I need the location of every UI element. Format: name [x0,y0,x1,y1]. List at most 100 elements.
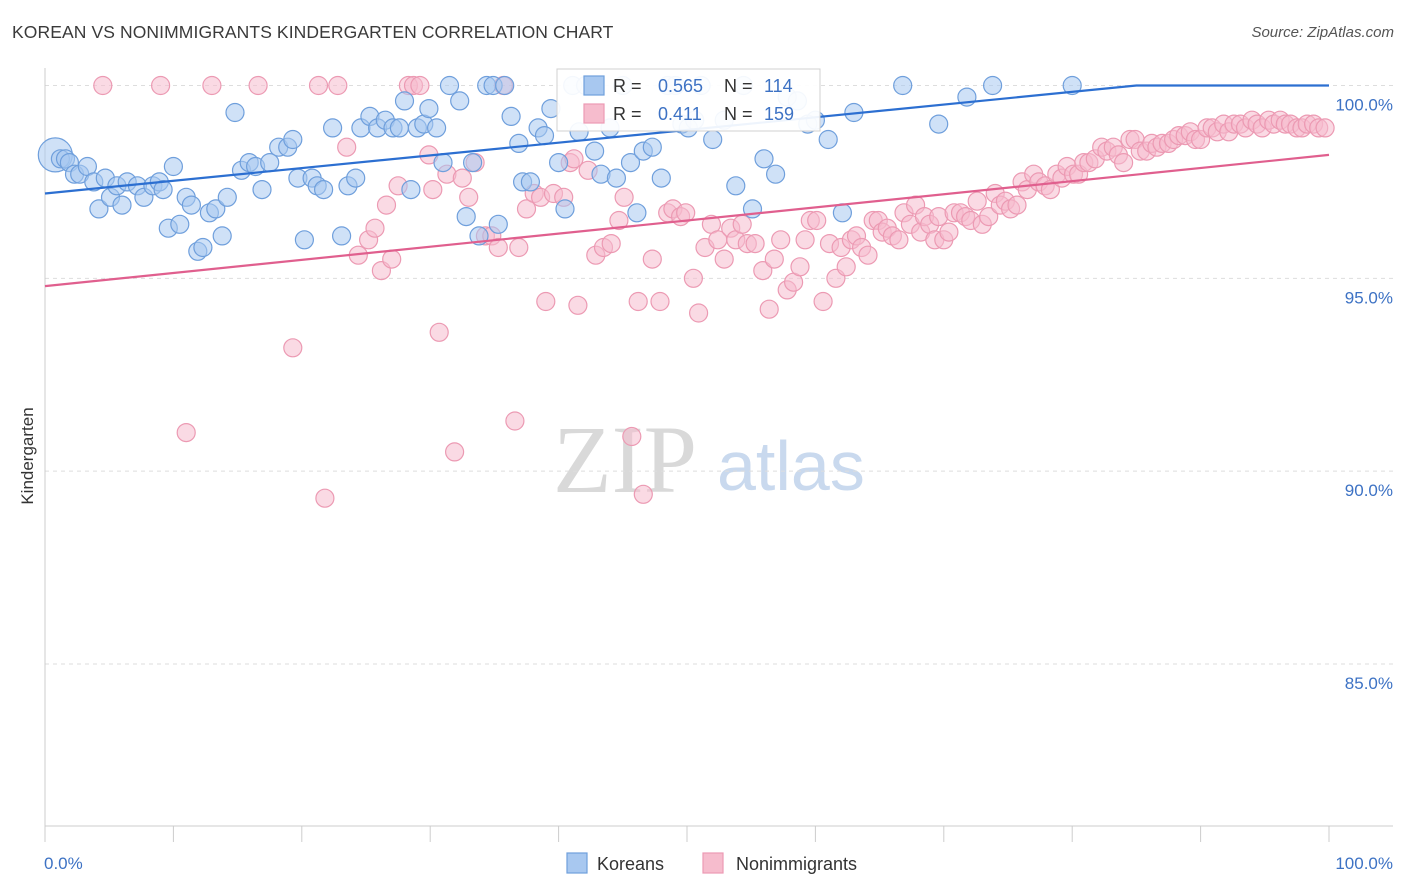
nonimmigrant-point [248,75,268,96]
korean-point [982,75,1003,96]
nonimmigrant-point [1315,118,1335,138]
nonimmigrant-point [308,75,329,96]
nonimmigrant-point [939,222,959,242]
nonimmigrant-point [753,261,773,281]
korean-point [181,195,201,215]
nonimmigrant-point [459,187,479,207]
korean-point [456,207,476,227]
nonimmigrant-point [795,230,815,250]
korean-point [332,226,352,246]
series-nonimmigrants [93,75,1335,508]
korean-point [153,180,173,200]
nonimmigrant-point [1113,153,1134,173]
x-tick-label-1: 100.0% [1335,854,1393,873]
chart-source: Source: ZipAtlas.com [1251,24,1394,41]
nonimmigrant-point [1007,195,1027,215]
nonimmigrant-point [650,291,670,312]
nonimmigrant-point [676,203,696,223]
nonimmigrant-point [979,207,999,227]
korean-point [548,153,569,173]
korean-point [832,203,853,223]
nonimmigrant-point [642,249,662,269]
korean-point [193,237,213,258]
nonimmigrant-point [688,303,709,323]
series-koreans [37,75,1082,261]
trend-line-koreans [44,84,1329,195]
korean-point [765,164,786,184]
nonimmigrant-point [315,488,335,508]
nonimmigrant-point [745,234,765,254]
korean-point [163,156,183,177]
nonimmigrant-point [889,230,909,250]
stats-koreans-n-value: 114 [764,76,793,96]
nonimmigrant-point [764,249,784,269]
nonimmigrant-point [813,291,833,312]
stats-swatch-nonimmigrants [583,103,605,124]
korean-point [217,187,237,207]
nonimmigrant-point [202,75,222,96]
nonimmigrant-point [365,218,385,238]
korean-point [212,226,232,246]
korean-point [294,230,314,250]
nonimmigrant-point [628,291,648,312]
korean-point [501,106,521,127]
y-tick-labels: 100.0% 95.0% 90.0% 85.0% [1335,95,1393,693]
nonimmigrant-point [807,210,827,231]
nonimmigrant-point [836,257,856,277]
nonimmigrant-point [410,75,430,96]
korean-point [206,199,226,219]
nonimmigrant-point [759,299,779,319]
korean-point [225,102,245,123]
nonimmigrant-point [536,291,556,312]
korean-point [726,176,746,196]
nonimmigrant-point [429,322,449,342]
nonimmigrant-point [516,199,537,219]
korean-point [314,180,334,200]
legend-label-nonimmigrants: Nonimmigrants [736,854,857,874]
korean-point [495,75,515,96]
watermark-zip: ZIP [553,406,697,513]
nonimmigrant-point [967,191,987,211]
korean-point [346,168,366,188]
korean-point [252,180,272,200]
watermark-atlas: atlas [717,427,865,505]
nonimmigrant-point [683,268,704,288]
korean-point [651,168,671,188]
korean-point [112,195,132,215]
korean-point [642,137,662,157]
korean-point [893,75,913,96]
stats-nonimmigrants-n-value: 159 [764,104,794,124]
nonimmigrant-point [423,180,443,200]
stats-nonimmigrants-r-label: R = [613,104,642,124]
korean-point [170,214,190,234]
stats-swatch-koreans [583,75,605,96]
korean-point [627,203,647,223]
nonimmigrant-point [771,230,791,250]
y-tick-label-3: 85.0% [1345,674,1393,693]
nonimmigrant-point [445,442,465,462]
korean-point [89,199,109,219]
legend-swatch-koreans [566,852,588,874]
korean-point [520,172,541,192]
korean-point [703,129,723,150]
korean-point [509,133,529,153]
axes [44,68,1393,842]
nonimmigrant-point [376,195,397,215]
legend-item-koreans[interactable]: Koreans [566,852,664,874]
nonimmigrant-point [568,295,588,315]
stats-koreans-n-label: N = [724,76,753,96]
x-tick-labels: 0.0% 100.0% [44,854,1393,873]
stats-koreans-r-value: 0.565 [658,76,703,96]
legend-item-nonimmigrants[interactable]: Nonimmigrants [702,852,857,874]
legend: Koreans Nonimmigrants [566,852,857,874]
korean-point [439,75,460,96]
nonimmigrant-point [858,245,878,265]
legend-label-koreans: Koreans [597,854,664,874]
y-tick-label-2: 90.0% [1345,481,1393,500]
korean-point [606,168,627,188]
nonimmigrant-point [328,75,348,96]
stats-nonimmigrants-r-value: 0.411 [658,104,702,124]
korean-point [929,114,949,134]
nonimmigrant-point [337,137,357,157]
